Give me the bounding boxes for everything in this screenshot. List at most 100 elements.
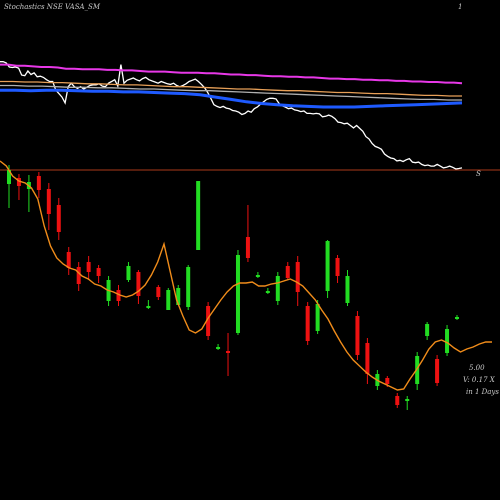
candle-body: [435, 359, 440, 383]
candle-body: [126, 266, 131, 280]
candle-body: [156, 287, 161, 297]
candle-body: [96, 268, 101, 276]
candle: [36, 172, 41, 198]
candle-body: [305, 306, 310, 341]
candle: [345, 270, 350, 306]
candle-body: [365, 343, 370, 374]
candle: [226, 333, 231, 376]
candle: [86, 256, 91, 280]
candle: [56, 198, 61, 240]
candle-body: [325, 241, 330, 291]
candle: [245, 205, 250, 262]
ma-line: [0, 160, 492, 391]
candle-body: [455, 317, 459, 319]
candle-body: [355, 316, 360, 355]
candle-body: [186, 267, 191, 307]
indicator-series-1: [0, 63, 463, 85]
candle: [405, 396, 410, 410]
candle: [255, 272, 260, 278]
candle: [395, 393, 400, 408]
candle-body: [116, 290, 121, 301]
candle-body: [216, 347, 221, 349]
candle-body: [166, 290, 171, 310]
candle-body: [315, 304, 320, 331]
candle-body: [425, 324, 430, 336]
volume-label: V: 0.17 X: [463, 376, 496, 384]
candle: [196, 181, 201, 250]
candle-body: [395, 396, 400, 405]
candle-body: [176, 288, 181, 305]
candle-body: [7, 170, 11, 184]
candle-body: [136, 272, 141, 296]
candle-body: [445, 329, 450, 353]
candle: [435, 355, 440, 386]
candle-body: [275, 276, 280, 301]
candle: [305, 302, 310, 345]
candle: [275, 272, 280, 305]
candle-body: [56, 205, 61, 232]
candle: [365, 338, 370, 384]
candle: [96, 265, 101, 283]
candle-body: [146, 306, 151, 308]
candle-body: [385, 378, 390, 384]
candle: [156, 285, 161, 300]
candle-body: [206, 306, 211, 336]
candle-body: [265, 291, 270, 293]
candle: [325, 240, 330, 298]
candle-body: [16, 178, 21, 186]
indicator-lines: [0, 61, 463, 170]
candle: [355, 311, 360, 360]
candle: [455, 315, 459, 320]
candle: [166, 288, 171, 310]
period-label: in 1 Days: [466, 388, 499, 396]
candles: [7, 165, 459, 410]
candle-body: [226, 351, 231, 353]
candle: [16, 174, 21, 200]
candle: [7, 165, 11, 208]
candle-body: [46, 189, 51, 214]
candle: [415, 352, 420, 390]
candle: [116, 285, 121, 306]
candle: [126, 262, 131, 282]
candle-body: [335, 258, 340, 276]
candle: [146, 300, 151, 309]
indicator-series-2: [0, 80, 462, 97]
candle: [76, 262, 81, 291]
candle-body: [86, 262, 91, 272]
candle-body: [36, 176, 41, 190]
candle-body: [295, 262, 300, 292]
candle-body: [235, 255, 240, 333]
price-label: 5.00: [469, 364, 485, 372]
indicator-series-3: [0, 84, 462, 101]
indicator-scale-label: 1: [458, 3, 462, 11]
candle: [425, 322, 430, 340]
candle: [136, 270, 141, 304]
price-panel-tag: S: [476, 170, 481, 178]
indicator-series-0: [0, 61, 463, 170]
candle-body: [255, 275, 260, 277]
candle: [26, 175, 31, 212]
candle-body: [245, 237, 250, 258]
candle: [295, 256, 300, 306]
indicator-series-4: [0, 88, 463, 109]
candle: [285, 262, 290, 280]
candle: [176, 285, 181, 305]
candle: [66, 247, 71, 275]
candle: [186, 265, 191, 310]
candle: [46, 183, 51, 230]
candle: [206, 302, 211, 340]
candle: [265, 288, 270, 294]
candle-body: [415, 356, 420, 384]
candle: [315, 300, 320, 334]
candle-body: [66, 252, 71, 268]
candle-body: [285, 266, 290, 278]
candle: [335, 255, 340, 283]
candle-body: [405, 399, 410, 401]
candle-body: [345, 276, 350, 303]
indicator-title: Stochastics NSE VASA_SM: [4, 3, 101, 11]
candle-body: [76, 267, 81, 284]
candle-body: [196, 181, 201, 250]
candle: [235, 250, 240, 335]
candle: [216, 344, 221, 350]
